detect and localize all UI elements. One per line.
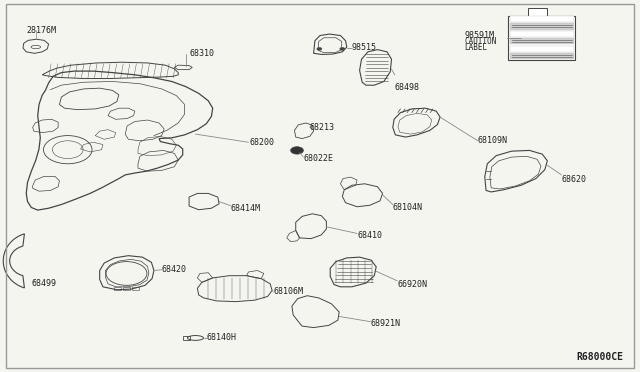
Bar	[132, 287, 139, 290]
Bar	[510, 31, 573, 37]
Text: 68109N: 68109N	[477, 136, 508, 145]
Bar	[115, 287, 121, 290]
Text: 66920N: 66920N	[397, 280, 428, 289]
Bar	[510, 38, 573, 44]
Text: 68140H: 68140H	[207, 333, 237, 343]
Text: 68200: 68200	[250, 138, 275, 147]
Text: 68921N: 68921N	[371, 320, 401, 328]
Bar	[183, 336, 189, 340]
Text: 68499: 68499	[31, 279, 56, 288]
Circle shape	[291, 147, 303, 154]
Text: LABEL: LABEL	[465, 42, 488, 51]
Text: R68000CE: R68000CE	[577, 352, 623, 362]
Text: 68498: 68498	[395, 83, 420, 92]
Text: 68310: 68310	[189, 49, 214, 58]
Text: 68410: 68410	[357, 231, 382, 240]
Text: 68213: 68213	[310, 122, 335, 132]
Text: 68106M: 68106M	[273, 288, 303, 296]
Bar	[508, 16, 575, 60]
Text: 68420: 68420	[162, 265, 187, 274]
Text: 98591M: 98591M	[465, 31, 494, 40]
Text: 28176M: 28176M	[26, 26, 56, 35]
Circle shape	[340, 47, 345, 50]
Bar	[124, 287, 130, 290]
Bar	[510, 53, 573, 59]
Bar	[510, 16, 573, 22]
Text: CAUTION: CAUTION	[465, 37, 497, 46]
Text: 68104N: 68104N	[393, 203, 423, 212]
Text: 98515: 98515	[352, 43, 377, 52]
Text: 68620: 68620	[561, 175, 586, 184]
Bar	[527, 8, 547, 16]
Bar	[510, 23, 573, 30]
Text: 68022E: 68022E	[303, 154, 333, 163]
Bar	[510, 45, 573, 52]
Circle shape	[317, 47, 322, 50]
Text: 68414M: 68414M	[230, 204, 260, 213]
